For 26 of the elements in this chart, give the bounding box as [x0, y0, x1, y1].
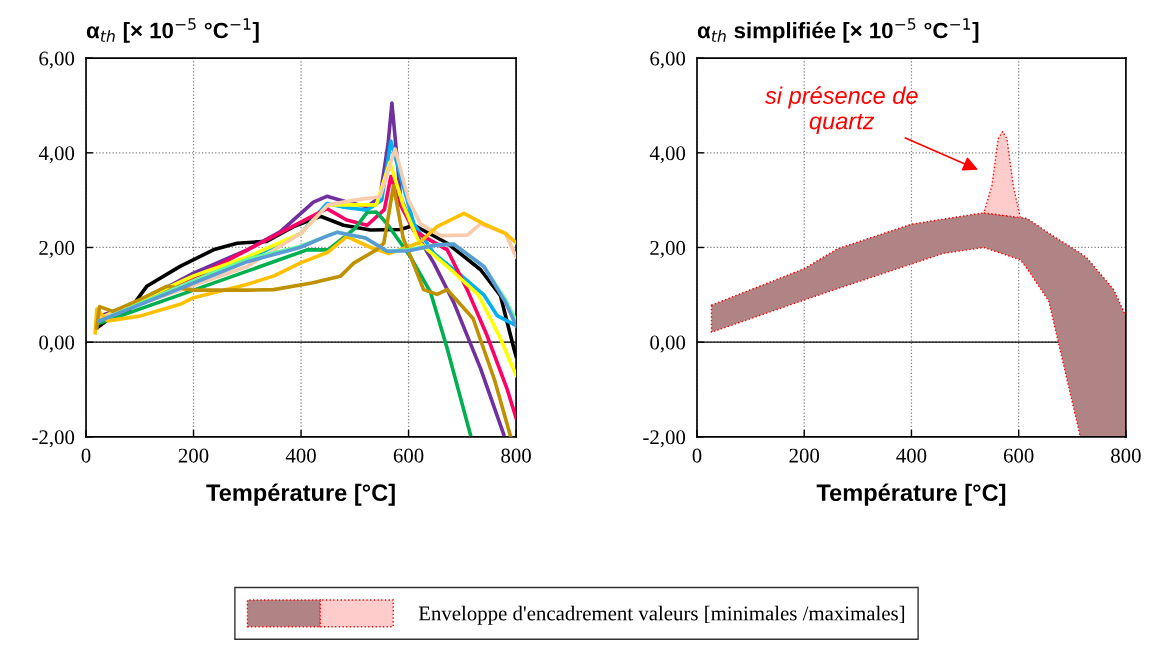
x-tick-label: 800 — [501, 448, 531, 463]
x-tick-label: 0 — [81, 448, 91, 463]
x-tick-label: 600 — [393, 448, 424, 463]
x-tick-label: 400 — [285, 448, 316, 463]
chart-title: α$_{th}$ simplifiée [× 10$^{−5}$ °C$^{−1}$] — [697, 18, 979, 43]
x-tick-label: 0 — [692, 448, 702, 463]
x-tick-label: 400 — [896, 448, 927, 463]
y-tick-label: 0,00 — [39, 335, 75, 353]
y-tick-label: 2,00 — [650, 240, 686, 258]
y-tick-label: 2,00 — [39, 240, 75, 258]
x-tick-label: 200 — [789, 448, 820, 463]
x-tick-label: 200 — [178, 448, 209, 463]
y-tick-label: -2,00 — [643, 430, 686, 448]
chart-title: α$_{th}$ [× 10$^{−5}$ °C$^{−1}$] — [86, 18, 259, 43]
annotation: si présence de quartz — [765, 86, 918, 135]
y-tick-label: 4,00 — [649, 146, 686, 164]
x-axis-title: Température [°C] — [816, 483, 1006, 506]
x-tick-label: 600 — [1003, 448, 1034, 463]
x-tick-label: 800 — [1111, 448, 1141, 463]
y-tick-label: 0,00 — [650, 335, 686, 353]
y-tick-label: -2,00 — [32, 430, 75, 448]
y-tick-label: 4,00 — [38, 146, 75, 164]
x-axis-title: Température [°C] — [206, 483, 395, 506]
y-tick-label: 6,00 — [650, 51, 686, 69]
text: Enveloppe d'encadrement valeurs [minimales /maximales] — [418, 605, 905, 625]
y-tick-label: 6,00 — [39, 51, 75, 69]
